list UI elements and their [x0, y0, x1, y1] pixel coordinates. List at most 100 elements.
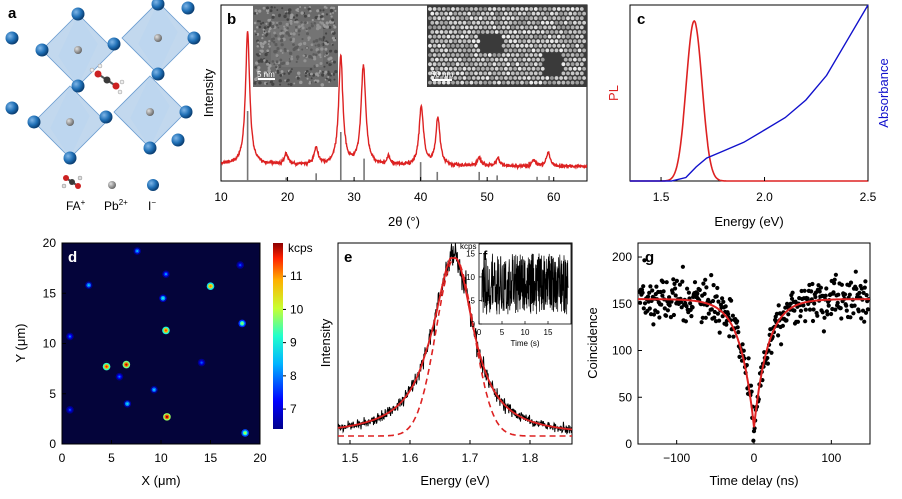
coincidence-point — [815, 313, 820, 318]
hrtem-texture-dot — [317, 43, 321, 47]
sem-particle — [453, 39, 458, 44]
coincidence-point — [765, 361, 771, 366]
sem-particle — [559, 20, 563, 25]
sem-particle — [437, 43, 442, 48]
sem-particle — [538, 62, 543, 67]
hrtem-texture-dot — [254, 9, 258, 13]
y-tick-label: 0 — [625, 437, 632, 451]
hrtem-texture-dot — [267, 43, 270, 46]
coincidence-point — [660, 279, 666, 285]
sem-particle — [561, 62, 566, 67]
hrtem-texture-dot — [273, 6, 276, 9]
coincidence-point — [712, 309, 717, 315]
hrtem-texture-dot — [310, 43, 314, 47]
hrtem-texture-dot — [319, 9, 322, 12]
sem-particle — [446, 25, 451, 30]
sem-particle — [504, 76, 508, 80]
hrtem-texture-dot — [318, 37, 322, 41]
hrtem-texture-dot — [297, 10, 300, 13]
x-tick-label: 5 — [500, 328, 505, 337]
coincidence-point — [727, 334, 732, 339]
hrtem-texture-dot — [268, 45, 271, 48]
sem-particle — [430, 76, 435, 80]
sem-particle — [533, 25, 538, 30]
coincidence-point — [822, 315, 827, 320]
hrtem-texture-dot — [284, 50, 287, 53]
sem-particle — [471, 11, 476, 16]
y-tick-label: 0 — [471, 320, 476, 329]
coincidence-point — [798, 308, 804, 313]
coincidence-point — [721, 299, 726, 304]
coincidence-point — [836, 292, 841, 297]
iodide-atom — [179, 105, 193, 119]
coincidence-point — [853, 269, 858, 274]
hrtem-texture-dot — [293, 21, 297, 24]
sem-particle — [524, 62, 529, 67]
sem-particle — [476, 20, 481, 25]
x-tick-label: 1.8 — [522, 451, 539, 465]
map-spot-core — [165, 415, 169, 418]
sem-particle — [570, 25, 575, 30]
hrtem-texture-dot — [258, 81, 262, 85]
hrtem-texture-dot — [290, 68, 293, 71]
sem-particle — [448, 66, 453, 71]
sem-particle — [508, 48, 513, 53]
sem-particle — [545, 11, 550, 16]
coincidence-point — [807, 307, 813, 312]
hrtem-texture-dot — [305, 70, 309, 73]
coincidence-point — [860, 308, 866, 313]
sem-particle — [529, 43, 534, 48]
coincidence-point — [703, 277, 708, 282]
sem-particle — [559, 76, 563, 80]
panel-d-pl-map: 0 5 10 15 20 0 5 10 15 20 X (μm) Y (μm) d 7 8 9 10 11… — [13, 236, 313, 488]
sem-particle — [437, 7, 442, 11]
hrtem-texture-dot — [328, 20, 333, 24]
sem-particle — [441, 71, 446, 76]
sem-particle — [573, 66, 577, 71]
hrtem-texture-dot — [277, 26, 280, 29]
plot-frame-b — [220, 4, 588, 182]
coincidence-point — [683, 319, 689, 324]
coincidence-point — [697, 287, 702, 293]
sem-particle — [520, 43, 524, 48]
sem-particle — [458, 20, 462, 25]
sem-particle — [540, 30, 545, 34]
hrtem-texture-dot — [285, 31, 290, 35]
x-tick-label: 100 — [821, 451, 841, 465]
sem-particle — [485, 11, 490, 16]
hrtem-texture-dot — [289, 19, 293, 23]
sem-particle — [513, 30, 517, 34]
hrtem-texture-dot — [321, 73, 325, 77]
hrtem-texture-dot — [285, 61, 290, 66]
sem-particle — [471, 66, 476, 71]
coincidence-point — [847, 292, 852, 297]
hrtem-texture-dot — [280, 43, 284, 47]
coincidence-point — [857, 290, 862, 295]
hrtem-texture-dot — [274, 34, 278, 38]
x-axis-ticks-c: 1.5 2.0 2.5 — [653, 177, 877, 204]
coincidence-point — [667, 303, 672, 308]
sem-particle — [506, 25, 511, 30]
hrtem-texture-dot — [270, 5, 273, 9]
sem-particle — [453, 76, 458, 80]
hrtem-texture-dot — [325, 6, 328, 9]
hrtem-texture-dot — [329, 63, 332, 66]
coincidence-point — [736, 330, 741, 335]
sem-particle — [527, 76, 531, 80]
fa-molecule — [89, 63, 125, 95]
sem-particle — [444, 76, 448, 80]
x-tick-label: 2.0 — [756, 190, 773, 204]
sem-particle — [563, 76, 568, 80]
sem-particle — [497, 53, 501, 57]
sem-particle — [501, 80, 506, 85]
sem-particle — [543, 25, 547, 30]
hrtem-texture-dot — [307, 36, 311, 40]
coincidence-point — [702, 291, 707, 296]
y-tick-label: 5 — [471, 296, 476, 305]
sem-particle — [566, 71, 570, 76]
hrtem-texture-dot — [266, 49, 270, 53]
sem-particle — [487, 71, 492, 76]
sem-particle — [478, 7, 483, 11]
hrtem-texture-dot — [262, 6, 266, 10]
